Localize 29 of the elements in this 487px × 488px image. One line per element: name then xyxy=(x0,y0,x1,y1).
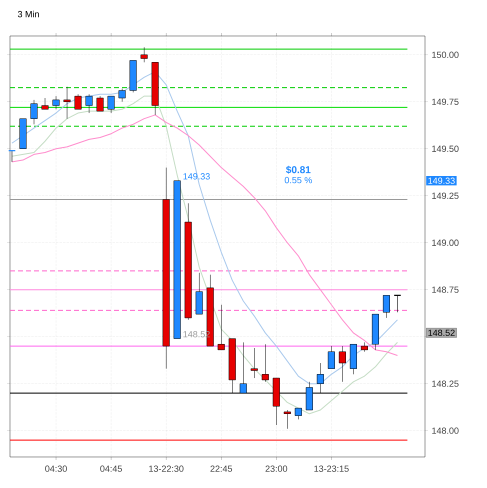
chart-title: 3 Min xyxy=(18,10,39,18)
candlestick xyxy=(52,96,60,110)
text: 148.52 xyxy=(428,330,455,336)
x-tick-label: 13-22:30 xyxy=(149,466,184,472)
y-tick-label: 149.00 xyxy=(432,240,459,246)
x-tick-label: 22:45 xyxy=(210,466,232,472)
y-tick-label: 148.00 xyxy=(432,428,459,434)
annotation: 0.55 % xyxy=(284,176,312,184)
candlestick xyxy=(360,342,368,352)
x-tick-label: 04:45 xyxy=(100,466,122,472)
candlestick xyxy=(338,346,346,382)
y-tick-label: 148.75 xyxy=(432,286,459,293)
annotation: $0.81 xyxy=(286,166,311,174)
x-tick-label: 13-23:15 xyxy=(314,466,349,472)
y-tick-label: 149.50 xyxy=(432,146,459,152)
text: 149.33 xyxy=(428,178,455,184)
candlestick xyxy=(184,203,192,320)
candlestick xyxy=(140,47,148,63)
x-tick-label: 04:30 xyxy=(45,466,67,472)
x-tick-label: 23:00 xyxy=(266,466,288,472)
y-tick-label: 150.00 xyxy=(432,52,459,58)
candlestick xyxy=(30,100,38,125)
candlestick xyxy=(250,348,258,378)
y-tick-label: 149.25 xyxy=(432,192,459,199)
y-tick-label: 148.25 xyxy=(432,380,459,387)
candlestick xyxy=(162,167,170,369)
y-tick-label: 149.75 xyxy=(432,98,459,105)
candlestick xyxy=(64,86,71,119)
annotation: 149.33 xyxy=(183,173,210,180)
